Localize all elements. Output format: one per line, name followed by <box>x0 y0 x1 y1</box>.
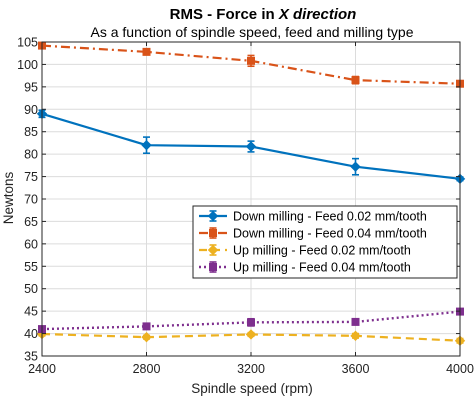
data-point <box>247 318 255 327</box>
x-tick-label: 2800 <box>133 362 161 376</box>
y-tick-label: 55 <box>24 260 38 274</box>
legend-label: Down milling - Feed 0.02 mm/tooth <box>233 210 427 224</box>
chart-title-prefix: RMS - Force in <box>170 6 279 23</box>
data-point <box>245 141 257 152</box>
y-tick-label: 100 <box>17 58 38 72</box>
data-point <box>142 47 151 56</box>
y-tick-label: 105 <box>17 36 38 50</box>
y-tick-label: 35 <box>24 350 38 364</box>
legend-label: Up milling - Feed 0.02 mm/tooth <box>233 244 411 258</box>
grid <box>41 41 461 357</box>
x-axis-label: Spindle speed (rpm) <box>191 381 313 396</box>
data-point <box>142 322 151 331</box>
y-tick-label: 50 <box>24 282 38 296</box>
y-tick-label: 65 <box>24 215 38 229</box>
data-point <box>350 330 361 342</box>
x-tick-label: 4000 <box>446 362 474 376</box>
y-tick-label: 40 <box>24 327 38 341</box>
legend: Down milling - Feed 0.02 mm/tooth Down mi… <box>192 205 458 279</box>
data-point <box>351 76 360 85</box>
y-tick-label: 90 <box>24 103 38 117</box>
y-tick-label: 95 <box>24 80 38 94</box>
y-tick-label: 80 <box>24 148 38 162</box>
y-tick-label: 70 <box>24 193 38 207</box>
data-point <box>350 161 361 172</box>
x-tick-label: 3600 <box>342 362 370 376</box>
y-tick-label: 75 <box>24 170 38 184</box>
legend-label: Down milling - Feed 0.04 mm/tooth <box>233 227 427 241</box>
legend-label: Up milling - Feed 0.04 mm/tooth <box>233 261 411 275</box>
y-axis-ticks: 35 40 45 50 55 60 65 70 75 80 85 90 95 100 105 <box>17 36 460 364</box>
x-tick-label: 3200 <box>237 362 265 376</box>
legend-item: Up milling - Feed 0.02 mm/tooth <box>199 244 411 258</box>
data-point <box>141 139 152 151</box>
legend-marker <box>209 229 217 237</box>
data-point <box>351 317 360 326</box>
series-layer <box>36 41 466 346</box>
data-point <box>141 331 152 343</box>
x-axis-ticks: 2400 2800 3200 3600 4000 <box>28 42 474 376</box>
legend-marker <box>207 210 219 222</box>
x-tick-label: 2400 <box>28 362 56 376</box>
legend-marker <box>209 263 217 271</box>
chart-title-italic: X direction <box>278 6 357 23</box>
data-point <box>247 56 255 65</box>
y-axis-label: Newtons <box>1 171 16 224</box>
y-tick-label: 60 <box>24 237 38 251</box>
y-tick-label: 85 <box>24 125 38 139</box>
chart-subtitle: As a function of spindle speed, feed and… <box>91 24 414 40</box>
legend-item: Down milling - Feed 0.02 mm/tooth <box>199 210 427 224</box>
legend-item: Up milling - Feed 0.04 mm/tooth <box>199 261 411 275</box>
legend-box <box>192 205 458 279</box>
legend-marker <box>207 244 219 256</box>
legend-item: Down milling - Feed 0.04 mm/tooth <box>199 227 427 241</box>
chart-title: RMS - Force in X direction <box>170 6 357 23</box>
y-tick-label: 45 <box>24 305 38 319</box>
data-point <box>245 329 257 340</box>
